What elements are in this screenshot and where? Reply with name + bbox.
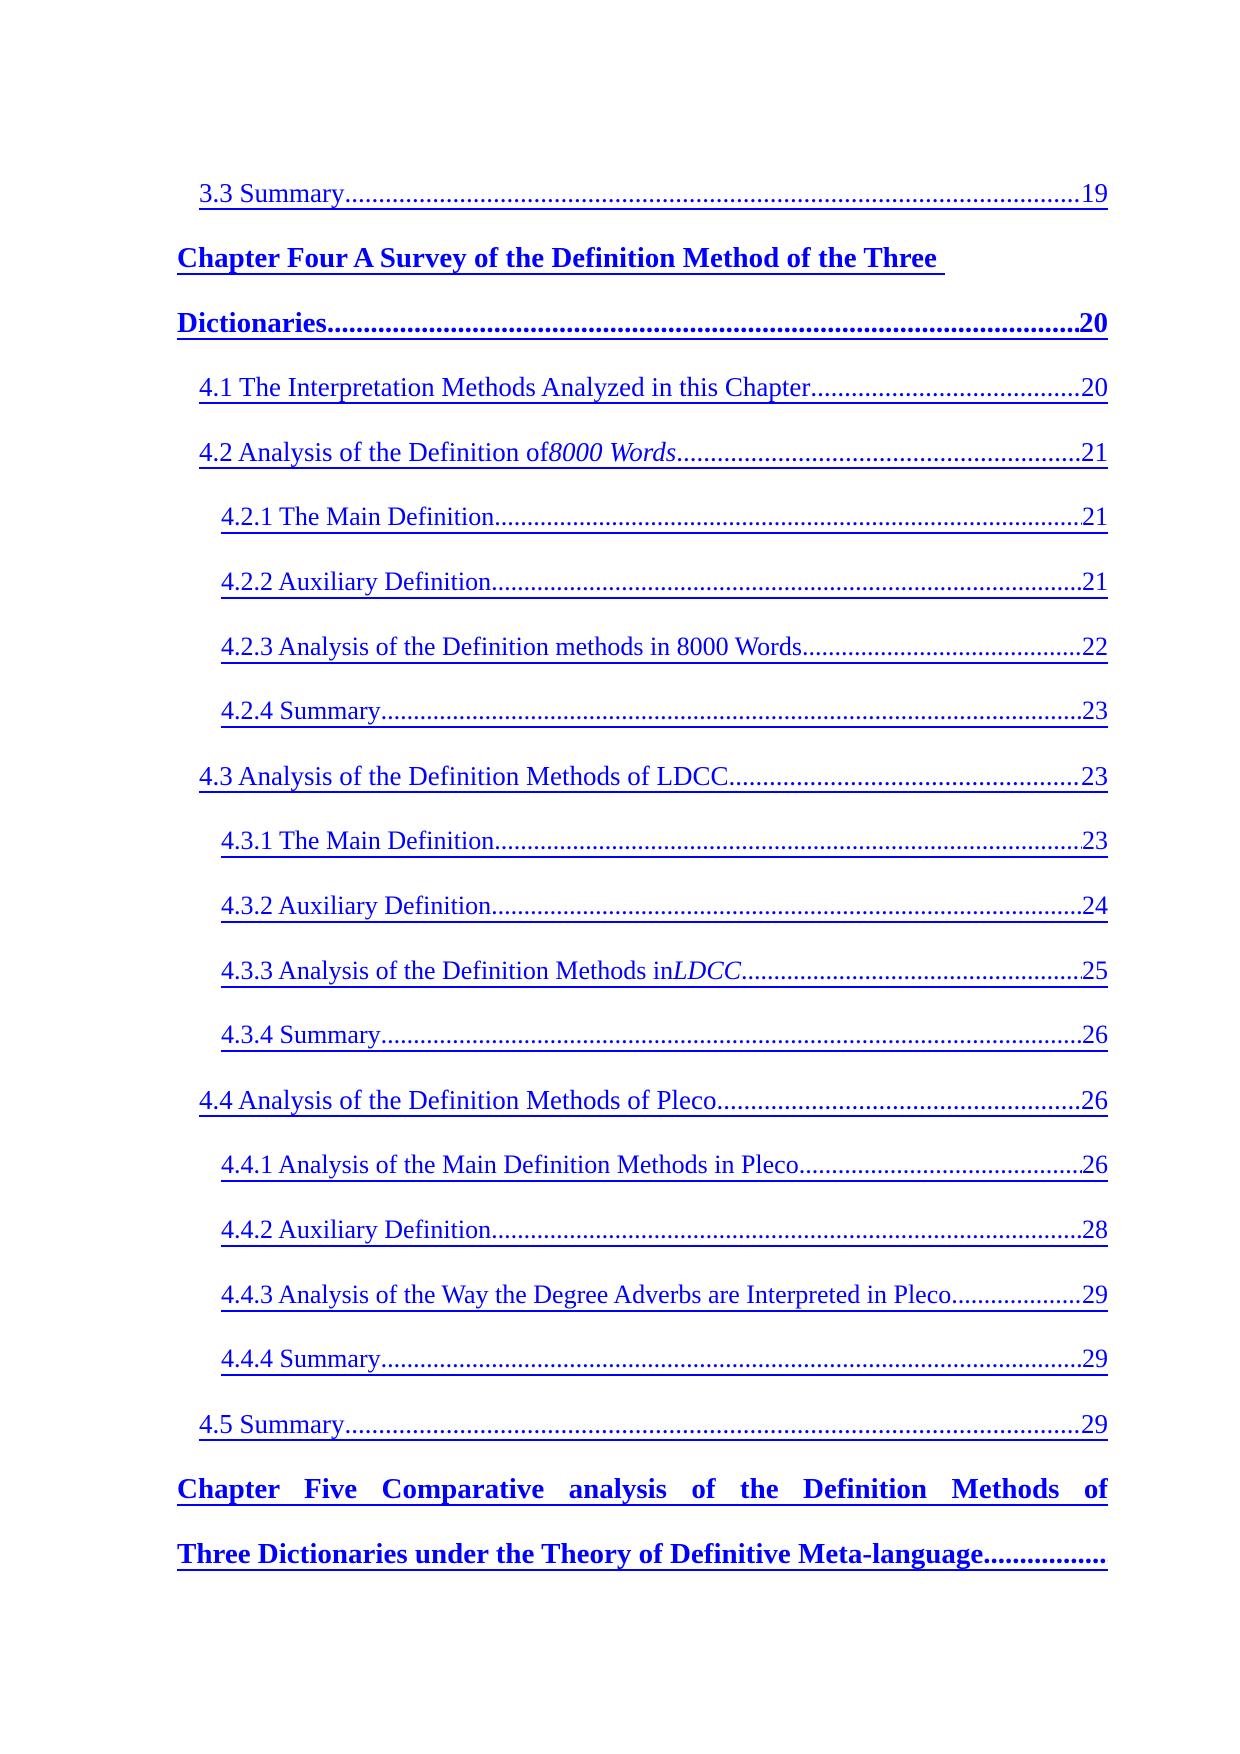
toc-entry-title: Three Dictionaries under the Theory of D… [177, 1537, 984, 1570]
toc-entry-title-italic: LDCC [673, 955, 742, 985]
dot-leader [381, 1344, 1082, 1374]
dot-leader [799, 1150, 1082, 1180]
page-number: 19 [1081, 178, 1108, 208]
page-number: 20 [1079, 306, 1108, 339]
toc-entry[interactable]: 3.3 Summary 19 [199, 170, 1108, 210]
toc-entry[interactable]: 4.3.3 Analysis of the Definition Methods… [221, 948, 1108, 988]
toc-entry[interactable]: 4.2.1 The Main Definition 21 [221, 494, 1108, 534]
dot-leader [951, 1280, 1082, 1310]
page-number: 23 [1081, 761, 1108, 792]
toc-entry[interactable]: Dictionaries 20 [177, 300, 1108, 340]
toc-entry-title: 4.1 The Interpretation Methods Analyzed … [199, 372, 811, 403]
toc-entry[interactable]: Chapter Four A Survey of the Definition … [177, 235, 1108, 275]
page-number: 21 [1082, 566, 1108, 596]
dot-leader [802, 632, 1082, 662]
toc-entry-title: Dictionaries [177, 306, 327, 339]
dot-leader [494, 502, 1082, 532]
toc-entry[interactable]: 4.3.2 Auxiliary Definition 24 [221, 883, 1108, 923]
page-number: 28 [1082, 1214, 1108, 1244]
toc-entry[interactable]: 4.2.3 Analysis of the Definition methods… [221, 624, 1108, 664]
dot-leader [676, 437, 1081, 467]
toc-entry-title: 4.2 Analysis of the Definition of [199, 437, 549, 468]
dot-leader [345, 178, 1082, 208]
toc-entry-title: 4.3.4 Summary [221, 1020, 381, 1050]
dot-leader [983, 1539, 1108, 1569]
dot-leader [381, 1020, 1082, 1050]
page-number: 29 [1081, 1409, 1108, 1440]
toc-entry-title: 4.4 Analysis of the Definition Methods o… [199, 1085, 717, 1116]
dot-leader [327, 308, 1079, 338]
toc-entry-title: 4.2.3 Analysis of the Definition methods… [221, 631, 802, 661]
toc-entry-title-italic: 8000 Words [548, 437, 677, 468]
toc-entry-title: 4.4.4 Summary [221, 1344, 381, 1374]
dot-leader [345, 1409, 1082, 1439]
toc-entry-title: 4.4.1 Analysis of the Main Definition Me… [221, 1150, 799, 1179]
toc-entry-title: 4.2.4 Summary [221, 696, 381, 726]
dot-leader [491, 891, 1082, 921]
page-number: 26 [1081, 1085, 1108, 1116]
toc-entry[interactable]: 4.5 Summary 29 [199, 1401, 1108, 1442]
toc-entry-title: Chapter Four A Survey of the Definition … [177, 241, 937, 274]
page-number: 21 [1082, 502, 1108, 531]
toc-entry-title: 4.2.1 The Main Definition [221, 502, 495, 531]
toc-entry-title: 4.3.3 Analysis of the Definition Methods… [221, 955, 674, 985]
page-number: 26 [1082, 1150, 1108, 1179]
toc-entry[interactable]: 4.3.1 The Main Definition 23 [221, 818, 1108, 858]
toc-entry-title: Chapter Five Comparative analysis of the… [177, 1473, 1108, 1505]
page-number: 23 [1082, 696, 1108, 726]
toc-entry[interactable]: Three Dictionaries under the Theory of D… [177, 1531, 1108, 1571]
toc-entry[interactable]: 4.4.3 Analysis of the Way the Degree Adv… [221, 1272, 1108, 1312]
toc-entry-title: 4.4.2 Auxiliary Definition [221, 1214, 492, 1244]
toc-entry-title: 3.3 Summary [199, 178, 345, 208]
page-number: 25 [1082, 955, 1108, 985]
page-number: 22 [1082, 631, 1108, 661]
page-number: 23 [1082, 826, 1108, 855]
toc-entry-title: 4.2.2 Auxiliary Definition [221, 566, 492, 596]
toc-entry-title: 4.3 Analysis of the Definition Methods o… [199, 761, 729, 792]
toc-entry[interactable]: 4.4.2 Auxiliary Definition 28 [221, 1207, 1108, 1247]
dot-leader [741, 956, 1082, 986]
toc-entry[interactable]: 4.3 Analysis of the Definition Methods o… [199, 753, 1108, 794]
page-number: 29 [1082, 1344, 1108, 1374]
toc-entry[interactable]: 4.4 Analysis of the Definition Methods o… [199, 1077, 1108, 1118]
page-number: 29 [1082, 1279, 1108, 1309]
page-number: 20 [1081, 372, 1108, 403]
toc-entry[interactable]: 4.2 Analysis of the Definition of 8000 W… [199, 429, 1108, 470]
page-number: 21 [1081, 437, 1108, 468]
toc-entry-title: 4.5 Summary [199, 1409, 345, 1440]
toc-entry[interactable]: 4.4.1 Analysis of the Main Definition Me… [221, 1142, 1108, 1182]
toc-entry-title: 4.4.3 Analysis of the Way the Degree Adv… [221, 1279, 952, 1309]
toc-entry[interactable]: 4.2.4 Summary 23 [221, 688, 1108, 729]
toc-entry[interactable]: 4.1 The Interpretation Methods Analyzed … [199, 364, 1108, 405]
toc-entry-title: 4.3.2 Auxiliary Definition [221, 890, 492, 920]
dot-leader [491, 567, 1082, 597]
dot-leader [810, 372, 1081, 402]
toc-entry[interactable]: 4.2.2 Auxiliary Definition 21 [221, 559, 1108, 599]
toc-entry-title: 4.3.1 The Main Definition [221, 826, 495, 855]
dot-leader [716, 1085, 1081, 1115]
dot-leader [728, 761, 1081, 791]
dot-leader [381, 696, 1082, 726]
toc-entry[interactable]: Chapter Five Comparative analysis of the… [177, 1466, 1108, 1506]
dot-leader [494, 826, 1082, 856]
dot-leader [491, 1215, 1082, 1245]
toc-entry[interactable]: 4.4.4 Summary 29 [221, 1336, 1108, 1377]
page-number: 26 [1082, 1020, 1108, 1050]
page-number: 24 [1082, 890, 1108, 920]
toc-entry[interactable]: 4.3.4 Summary 26 [221, 1012, 1108, 1053]
